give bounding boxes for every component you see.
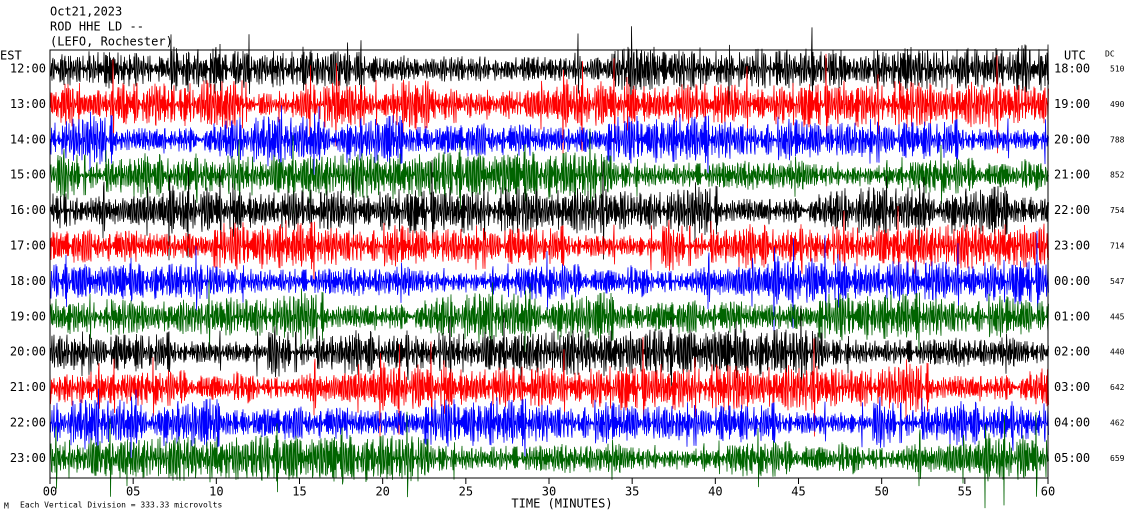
dc-value: 852: [1110, 171, 1125, 180]
est-label: 23:00: [10, 451, 46, 465]
x-tick-label: 40: [708, 485, 722, 499]
utc-label: 19:00: [1054, 97, 1090, 111]
est-label: 15:00: [10, 168, 46, 182]
x-tick-label: 50: [874, 485, 888, 499]
utc-label: 18:00: [1054, 62, 1090, 76]
utc-label: 04:00: [1054, 416, 1090, 430]
trace: [49, 128, 1049, 214]
right-axis-label: UTC: [1064, 49, 1086, 63]
est-label: 13:00: [10, 97, 46, 111]
dc-value: 462: [1110, 419, 1125, 428]
trace: [49, 337, 1049, 438]
dc-value: 659: [1110, 454, 1125, 463]
trace: [49, 388, 1049, 471]
trace: [49, 411, 1049, 509]
est-label: 18:00: [10, 274, 46, 288]
x-tick-label: 25: [459, 485, 473, 499]
est-label: 21:00: [10, 380, 46, 394]
x-tick-label: 35: [625, 485, 639, 499]
footnote: Each Vertical Division = 333.33 microvol…: [20, 501, 222, 510]
trace: [49, 205, 1049, 285]
dc-value: 714: [1110, 242, 1125, 251]
x-tick-label: 05: [126, 485, 140, 499]
trace: [49, 105, 1049, 188]
utc-label: 03:00: [1054, 380, 1090, 394]
utc-label: 21:00: [1054, 168, 1090, 182]
location: (LEFO, Rochester): [50, 35, 173, 49]
date: Oct21,2023: [50, 5, 122, 19]
est-label: 12:00: [10, 62, 46, 76]
dc-value: 754: [1110, 206, 1125, 215]
dc-value: 490: [1110, 100, 1125, 109]
trace: [49, 160, 1049, 261]
station: ROD HHE LD --: [50, 20, 144, 34]
x-tick-label: 20: [375, 485, 389, 499]
trace: [49, 305, 1049, 391]
x-tick-label: 60: [1041, 485, 1055, 499]
x-tick-label: 00: [43, 485, 57, 499]
x-tick-label: 45: [791, 485, 805, 499]
utc-label: 05:00: [1054, 451, 1090, 465]
est-label: 14:00: [10, 132, 46, 146]
utc-label: 23:00: [1054, 239, 1090, 253]
trace: [49, 26, 1049, 118]
utc-label: 22:00: [1054, 203, 1090, 217]
utc-label: 20:00: [1054, 132, 1090, 146]
dc-value: 445: [1110, 312, 1125, 321]
utc-label: 02:00: [1054, 345, 1090, 359]
est-label: 20:00: [10, 345, 46, 359]
dc-value: 440: [1110, 348, 1125, 357]
footnote-icon: M: [4, 502, 9, 511]
x-tick-label: 55: [958, 485, 972, 499]
x-axis-label: TIME (MINUTES): [511, 497, 612, 511]
est-label: 22:00: [10, 416, 46, 430]
x-tick-label: 10: [209, 485, 223, 499]
x-tick-label: 15: [292, 485, 306, 499]
trace: [49, 279, 1049, 365]
est-label: 16:00: [10, 203, 46, 217]
left-axis-label: EST: [0, 49, 22, 63]
trace: [49, 53, 1049, 155]
dc-value: 788: [1110, 135, 1125, 144]
dc-value: 547: [1110, 277, 1125, 286]
dc-value: 510: [1110, 65, 1125, 74]
dc-label: DC: [1105, 50, 1115, 59]
utc-label: 01:00: [1054, 309, 1090, 323]
dc-value: 642: [1110, 383, 1125, 392]
est-label: 17:00: [10, 239, 46, 253]
est-label: 19:00: [10, 309, 46, 323]
x-tick-label: 30: [542, 485, 556, 499]
utc-label: 00:00: [1054, 274, 1090, 288]
trace: [49, 230, 1049, 332]
